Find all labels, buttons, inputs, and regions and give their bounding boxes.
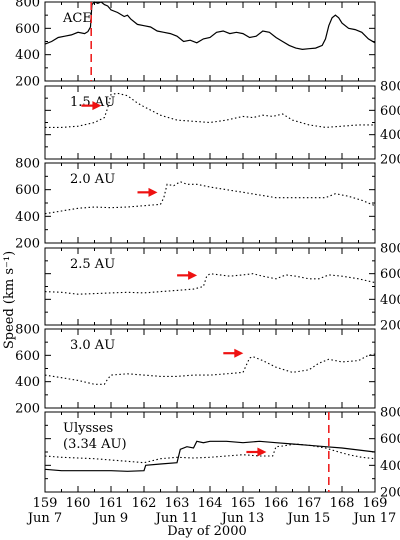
y-tick-label: 600 — [15, 349, 40, 364]
panel-label: (3.34 AU) — [63, 437, 127, 452]
panel-4: 200 400 600 800 2.5 AU — [44, 242, 400, 334]
panel-frame — [44, 1, 376, 82]
panel-2: 2004006008001.5 AU — [44, 80, 400, 168]
panel-1: 200 400 600 800 ACE — [15, 0, 376, 90]
y-tick-label: 600 — [380, 432, 400, 447]
modeled-speed-line — [45, 92, 375, 128]
y-tick-label: 200 — [15, 237, 40, 252]
x-tick-label: 169 — [363, 496, 388, 511]
panel-6: 200 400 600 800 Ulysses(3.34 AU) — [44, 406, 400, 501]
shock-arrow-head — [188, 270, 198, 280]
y-tick-label: 600 — [380, 104, 400, 119]
x-tick-label: 166 — [264, 496, 289, 511]
shock-arrow-head — [234, 348, 244, 358]
date-tick-label: Jun 11 — [154, 511, 199, 526]
y-tick-label: 400 — [380, 128, 400, 143]
x-axis-title: Day of 2000 — [167, 524, 247, 539]
date-tick-label: Jun 7 — [26, 511, 62, 526]
date-tick-label: Jun 17 — [352, 511, 397, 526]
x-tick-label: 159 — [33, 496, 58, 511]
panel-3: 200 400 600 800 2.0 AU — [15, 157, 376, 252]
x-tick-label: 163 — [165, 496, 190, 511]
y-tick-label: 200 — [380, 153, 400, 168]
panels: 200400600800ACE2004006008001.5 AU2004006… — [15, 0, 400, 501]
y-tick-label: 800 — [15, 157, 40, 172]
panel-5: 200 400 600 800 3.0 AU — [15, 323, 376, 417]
y-tick-label: 400 — [380, 459, 400, 474]
y-tick-label: 600 — [15, 183, 40, 198]
y-tick-label: 200 — [15, 75, 40, 90]
shock-arrow-head — [92, 101, 102, 111]
y-tick-label: 800 — [15, 0, 40, 11]
modeled-speed-line — [44, 273, 376, 295]
modeled-speed-line — [44, 353, 376, 385]
shock-arrow-head — [257, 447, 267, 457]
panel-label: ACE — [62, 11, 92, 26]
y-tick-label: 200 — [380, 319, 400, 334]
shock-arrow-head — [148, 187, 158, 197]
x-tick-label: 165 — [231, 496, 256, 511]
y-tick-label: 400 — [15, 48, 40, 63]
x-tick-label: 162 — [132, 496, 157, 511]
measured-speed-line — [44, 1, 376, 51]
y-tick-label: 400 — [15, 210, 40, 225]
y-tick-label: 600 — [380, 267, 400, 282]
panel-label: 3.0 AU — [70, 338, 115, 353]
y-tick-label: 800 — [380, 242, 400, 257]
y-tick-label: 200 — [380, 486, 400, 501]
y-tick-label: 800 — [380, 80, 400, 95]
x-tick-label: 168 — [330, 496, 355, 511]
x-tick-label: 161 — [99, 496, 124, 511]
panel-label: 2.0 AU — [70, 172, 115, 187]
y-axis-title: Speed (km s⁻¹) — [2, 251, 17, 349]
panel-label: 2.5 AU — [70, 257, 115, 272]
panel-label: Ulysses — [63, 421, 113, 436]
x-tick-label: 160 — [66, 496, 91, 511]
x-axis: 159 160 161 162 163 164 165 166 167 168 169 Jun 7 Ju… — [26, 496, 397, 526]
date-tick-label: Jun 9 — [92, 511, 128, 526]
y-tick-label: 600 — [15, 22, 40, 37]
y-tick-label: 800 — [15, 323, 40, 338]
x-tick-label: 167 — [297, 496, 322, 511]
y-tick-label: 400 — [380, 293, 400, 308]
y-tick-label: 200 — [15, 402, 40, 417]
y-tick-label: 800 — [380, 406, 400, 421]
modeled-speed-line — [44, 181, 376, 215]
date-tick-label: Jun 13 — [220, 511, 265, 526]
y-tick-label: 400 — [15, 375, 40, 390]
x-tick-label: 164 — [198, 496, 223, 511]
date-tick-label: Jun 15 — [286, 511, 331, 526]
